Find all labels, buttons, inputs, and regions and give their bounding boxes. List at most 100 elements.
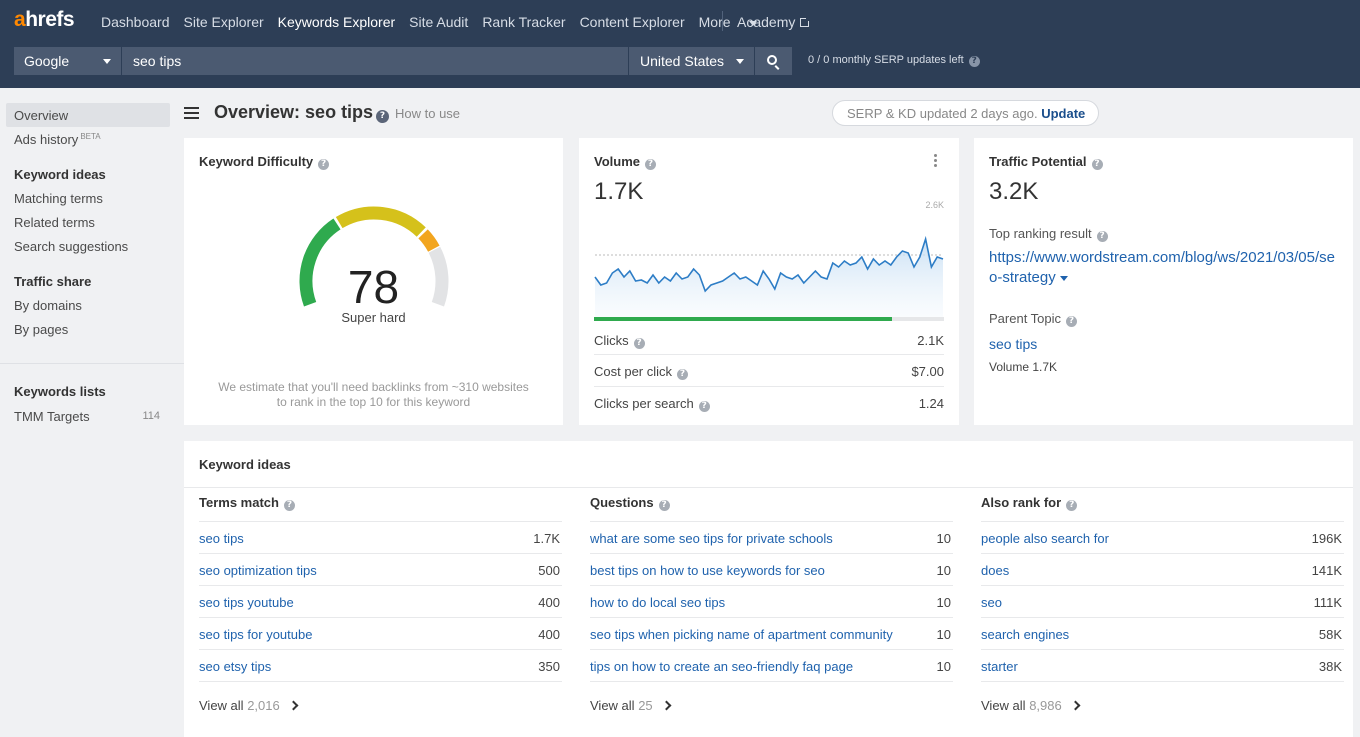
chevron-down-icon (103, 59, 111, 64)
table-row: seo tips when picking name of apartment … (590, 617, 953, 649)
search-input[interactable]: seo tips (122, 47, 629, 75)
keyword-link[interactable]: seo tips (199, 531, 244, 546)
terms-match-head: Terms match? (199, 495, 295, 511)
volume-value: 1.7K (594, 178, 644, 205)
help-icon[interactable]: ? (1066, 500, 1078, 511)
top-ranking-label: Top ranking result? (989, 226, 1108, 242)
kd-arc-green (299, 218, 341, 307)
keyword-link[interactable]: does (981, 563, 1010, 578)
nav-keywords-explorer[interactable]: Keywords Explorer (277, 14, 396, 30)
sidebar-heading-keywords-lists: Keywords lists (14, 384, 106, 399)
top-navigation: ahrefs Dashboard Site Explorer Keywords … (0, 0, 1360, 88)
sidebar-item-matching-terms[interactable]: Matching terms (14, 191, 103, 206)
view-all-also-rank-for[interactable]: View all 8,986 (981, 698, 1081, 713)
sidebar-item-search-suggestions[interactable]: Search suggestions (14, 239, 129, 254)
list-count: 114 (142, 410, 160, 422)
how-to-use-link[interactable]: ? How to use (376, 106, 460, 123)
table-row: seo tips youtube 400 (199, 585, 562, 617)
chevron-right-icon (288, 700, 299, 711)
view-all-terms-match[interactable]: View all 2,016 (199, 698, 299, 713)
sidebar-divider (0, 363, 184, 364)
table-row: starter 38K (981, 649, 1344, 681)
kd-score: 78 (347, 261, 400, 313)
keyword-link[interactable]: what are some seo tips for private schoo… (590, 531, 833, 546)
keyword-link[interactable]: seo tips for youtube (199, 627, 313, 642)
update-link[interactable]: Update (1041, 106, 1086, 121)
kd-arc-remaining (428, 246, 449, 307)
sidebar-item-by-domains[interactable]: By domains (14, 298, 82, 313)
beta-badge: BETA (80, 132, 101, 141)
chevron-down-icon (736, 59, 744, 64)
table-row: seo tips for youtube 400 (199, 617, 562, 649)
keyword-link[interactable]: seo tips youtube (199, 595, 294, 610)
chevron-right-icon (1070, 700, 1081, 711)
sidebar: Overview Ads history BETA Keyword ideas M… (0, 88, 184, 737)
help-icon[interactable]: ? (283, 500, 295, 511)
cost-per-click-row: Cost per click? $7.00 (594, 354, 944, 386)
nav-links: Dashboard Site Explorer Keywords Explore… (101, 14, 771, 30)
chevron-down-icon (748, 20, 757, 26)
country-select[interactable]: United States (629, 47, 755, 75)
keyword-link[interactable]: seo (981, 595, 1002, 610)
parent-topic-volume: Volume 1.7K (989, 360, 1058, 374)
parent-topic-link[interactable]: seo tips (989, 336, 1038, 352)
help-icon[interactable]: ? (1091, 159, 1103, 170)
traffic-title: Traffic Potential? (989, 154, 1103, 170)
help-icon[interactable]: ? (968, 56, 980, 67)
divider (981, 681, 1344, 682)
keyword-link[interactable]: seo tips when picking name of apartment … (590, 627, 893, 642)
keyword-link[interactable]: tips on how to create an seo-friendly fa… (590, 659, 854, 674)
sidebar-item-by-pages[interactable]: By pages (14, 322, 69, 337)
help-icon[interactable]: ? (658, 500, 670, 511)
sidebar-item-related-terms[interactable]: Related terms (14, 215, 95, 230)
sidebar-heading-traffic-share: Traffic share (14, 274, 92, 289)
help-icon[interactable]: ? (318, 159, 330, 170)
table-row: seo optimization tips 500 (199, 553, 562, 585)
keyword-link[interactable]: seo optimization tips (199, 563, 317, 578)
nav-content-explorer[interactable]: Content Explorer (579, 14, 685, 30)
keyword-ideas-card: Keyword ideas Terms match? seo tips 1.7K … (184, 441, 1353, 737)
volume-title: Volume? (594, 154, 656, 170)
nav-academy[interactable]: Academy (737, 14, 812, 30)
help-icon[interactable]: ? (633, 338, 645, 349)
search-engine-select[interactable]: Google (14, 47, 122, 75)
keyword-link[interactable]: how to do local seo tips (590, 595, 726, 610)
more-options-icon[interactable] (934, 154, 937, 169)
kd-gauge (299, 206, 449, 307)
nav-site-audit[interactable]: Site Audit (409, 14, 469, 30)
clicks-row: Clicks? 2.1K (594, 333, 944, 349)
keyword-link[interactable]: people also search for (981, 531, 1109, 546)
kd-title: Keyword Difficulty? (199, 154, 330, 170)
help-icon[interactable]: ? (1066, 316, 1078, 327)
table-row: how to do local seo tips 10 (590, 585, 953, 617)
search-button[interactable] (755, 47, 792, 75)
nav-site-explorer[interactable]: Site Explorer (183, 14, 264, 30)
view-all-questions[interactable]: View all 25 (590, 698, 672, 713)
sidebar-heading-keyword-ideas: Keyword ideas (14, 167, 106, 182)
clicks-progress-track (594, 317, 944, 321)
keyword-link[interactable]: search engines (981, 627, 1070, 642)
sidebar-item-overview[interactable]: Overview (14, 108, 69, 123)
divider (199, 681, 562, 682)
volume-card: Volume? 1.7K 2.6K Clicks? 2.1K Cost per … (579, 138, 959, 425)
keyword-link[interactable]: best tips on how to use keywords for seo (590, 563, 825, 578)
volume-chart-max: 2.6K (925, 200, 944, 210)
sidebar-item-ads-history[interactable]: Ads history BETA (14, 132, 101, 147)
menu-icon[interactable] (184, 107, 199, 119)
table-row: what are some seo tips for private schoo… (590, 521, 953, 553)
help-icon[interactable]: ? (1096, 231, 1108, 242)
ahrefs-logo[interactable]: ahrefs (14, 8, 75, 31)
table-row: people also search for 196K (981, 521, 1344, 553)
help-icon: ? (376, 110, 389, 123)
nav-dashboard[interactable]: Dashboard (101, 14, 170, 30)
help-icon[interactable]: ? (698, 401, 710, 412)
sidebar-item-tmm-targets[interactable]: TMM Targets (14, 409, 90, 424)
page-title: Overview: seo tips (214, 102, 374, 122)
nav-rank-tracker[interactable]: Rank Tracker (482, 14, 566, 30)
top-ranking-url[interactable]: https://www.wordstream.com/blog/ws/2021/… (989, 249, 1335, 286)
table-row: seo 111K (981, 585, 1344, 617)
help-icon[interactable]: ? (645, 159, 656, 170)
keyword-link[interactable]: seo etsy tips (199, 659, 272, 674)
keyword-link[interactable]: starter (981, 659, 1018, 674)
help-icon[interactable]: ? (677, 369, 689, 380)
